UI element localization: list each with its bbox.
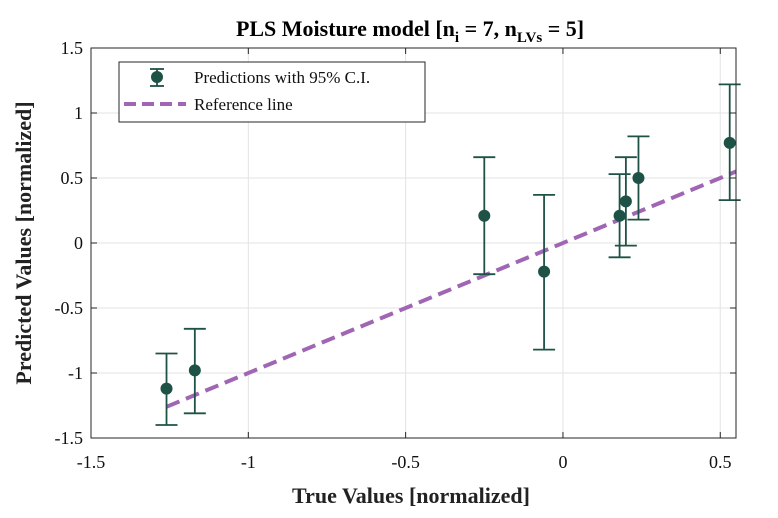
y-tick-label: 1.5 bbox=[61, 38, 84, 58]
x-axis-ticks: -1.5 -1 -0.5 0 0.5 bbox=[77, 48, 732, 472]
data-point bbox=[478, 209, 491, 222]
x-axis-label: True Values [normalized] bbox=[292, 483, 530, 508]
data-point bbox=[619, 195, 632, 208]
title-end: = 5] bbox=[542, 16, 584, 41]
title-mid: = 7, n bbox=[459, 16, 517, 41]
y-axis-ticks: -1.5 -1 -0.5 0 0.5 1 1.5 bbox=[55, 38, 736, 448]
title-sub-lvs: LVs bbox=[517, 30, 542, 46]
y-tick-label: 1 bbox=[74, 103, 83, 123]
data-point bbox=[188, 364, 201, 377]
reference-line-group bbox=[165, 169, 737, 409]
legend-marker-predictions bbox=[150, 68, 164, 87]
y-axis-label: Predicted Values [normalized] bbox=[11, 101, 36, 384]
legend: Predictions with 95% C.I. Reference line bbox=[118, 61, 426, 123]
chart-title: PLS Moisture model [ni = 7, nLVs = 5] bbox=[236, 16, 584, 46]
title-main: PLS Moisture model [n bbox=[236, 16, 455, 41]
x-tick-label: -1 bbox=[241, 452, 256, 472]
data-point bbox=[538, 265, 551, 278]
x-tick-label: -1.5 bbox=[77, 452, 106, 472]
data-point bbox=[613, 209, 626, 222]
x-tick-label: 0.5 bbox=[709, 452, 732, 472]
data-points bbox=[160, 136, 736, 395]
data-point bbox=[723, 136, 736, 149]
data-point bbox=[632, 172, 645, 184]
x-tick-label: 0 bbox=[558, 452, 567, 472]
legend-label-reference: Reference line bbox=[194, 95, 293, 114]
y-tick-label: -1.5 bbox=[55, 428, 84, 448]
y-tick-label: -1 bbox=[68, 363, 83, 383]
legend-box bbox=[118, 61, 426, 123]
y-tick-label: -0.5 bbox=[55, 298, 84, 318]
data-point bbox=[160, 382, 173, 395]
x-tick-label: -0.5 bbox=[391, 452, 420, 472]
legend-label-predictions: Predictions with 95% C.I. bbox=[194, 68, 370, 87]
title-sub-i: i bbox=[455, 30, 459, 46]
error-bars bbox=[155, 83, 741, 426]
reference-line bbox=[165, 169, 737, 409]
y-tick-label: 0.5 bbox=[61, 168, 84, 188]
y-tick-label: 0 bbox=[74, 233, 83, 253]
